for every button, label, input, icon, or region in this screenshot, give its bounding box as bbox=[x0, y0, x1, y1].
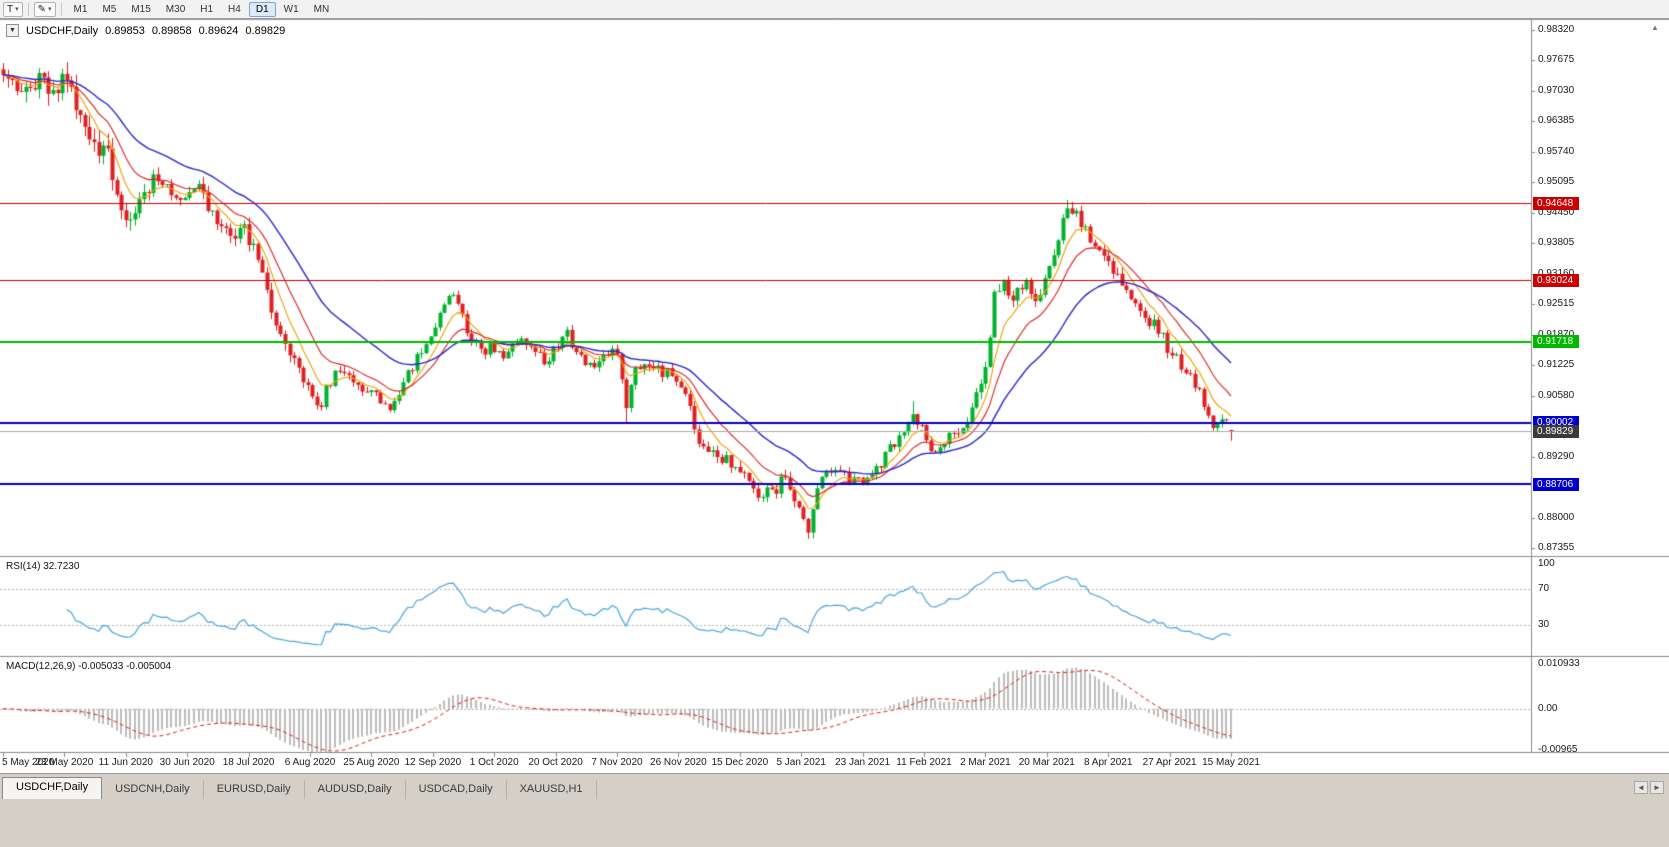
price-axis-label: 0.95740 bbox=[1538, 145, 1575, 157]
tab-scroll-controls: ◄ ► bbox=[1634, 781, 1664, 794]
price-axis-label: 0.91225 bbox=[1538, 359, 1575, 371]
date-label: 20 Mar 2021 bbox=[1018, 757, 1075, 768]
price-axis-label: 0.98320 bbox=[1538, 24, 1575, 35]
rsi-label: RSI(14) 32.7230 bbox=[6, 561, 80, 572]
date-label: 27 Apr 2021 bbox=[1142, 757, 1197, 768]
price-axis-label: 0.96385 bbox=[1538, 115, 1575, 127]
price-axis-label: 0.87355 bbox=[1538, 542, 1575, 553]
chart-tab-eurusd[interactable]: EURUSD,Daily bbox=[204, 780, 305, 799]
timeframe-button-m1[interactable]: M1 bbox=[67, 2, 95, 17]
timeframe-button-mn[interactable]: MN bbox=[307, 2, 337, 17]
symbol-label: USDCHF,Daily bbox=[26, 24, 99, 37]
rsi-indicator-name: RSI(14) bbox=[6, 561, 41, 572]
date-label: 15 May 2021 bbox=[1202, 757, 1260, 768]
date-label: 12 Sep 2020 bbox=[404, 757, 462, 768]
date-label: 23 May 2020 bbox=[35, 757, 94, 768]
date-label: 18 Jul 2020 bbox=[222, 757, 275, 768]
chart-tab-usdcnh[interactable]: USDCNH,Daily bbox=[102, 780, 204, 799]
date-label: 2 Mar 2021 bbox=[960, 757, 1011, 768]
date-label: 11 Jun 2020 bbox=[98, 757, 153, 768]
timeframe-button-d1[interactable]: D1 bbox=[248, 1, 276, 17]
toolbar-separator bbox=[27, 2, 29, 16]
price-axis-label: 0.95095 bbox=[1538, 176, 1575, 188]
price-axis-label: 0.90580 bbox=[1538, 389, 1575, 401]
toolbar-separator bbox=[60, 2, 62, 16]
date-label: 7 Nov 2020 bbox=[591, 757, 643, 768]
toolbar: T ▾ ✎ ▾ M1 M5 M15 M30 H1 H4 D1 W1 MN bbox=[0, 0, 1669, 19]
price-level-badge[interactable]: 0.88706 bbox=[1533, 477, 1579, 491]
rsi-axis-label: 30 bbox=[1538, 619, 1550, 630]
scroll-up-icon[interactable]: ▲ bbox=[1651, 23, 1659, 32]
price-axis-label: 0.88000 bbox=[1538, 511, 1575, 523]
date-label: 1 Oct 2020 bbox=[469, 757, 519, 768]
price-level-badge[interactable]: 0.93024 bbox=[1533, 273, 1579, 287]
rsi-axis-label: 70 bbox=[1538, 583, 1550, 594]
price-axis-label: 0.89290 bbox=[1538, 450, 1575, 462]
price-axis-label: 0.97030 bbox=[1538, 84, 1575, 96]
chevron-down-icon: ▾ bbox=[15, 6, 19, 13]
macd-indicator-name: MACD(12,26,9) bbox=[6, 661, 76, 672]
chart-tab-xauusd[interactable]: XAUUSD,H1 bbox=[507, 780, 597, 799]
timeframe-button-h4[interactable]: H4 bbox=[221, 2, 248, 17]
macd-axis-label: 0.00 bbox=[1538, 702, 1558, 714]
date-label: 5 May 2020 bbox=[2, 757, 55, 768]
timeframe-button-m15[interactable]: M15 bbox=[124, 2, 157, 17]
timeframe-button-m5[interactable]: M5 bbox=[95, 2, 123, 17]
timeframe-group: M1 M5 M15 M30 H1 H4 D1 W1 MN bbox=[67, 1, 337, 17]
chart-tab-usdcad[interactable]: USDCAD,Daily bbox=[406, 780, 507, 799]
date-label: 6 Aug 2020 bbox=[284, 757, 336, 768]
date-label: 20 Oct 2020 bbox=[528, 757, 583, 768]
price-axis-label: 0.94450 bbox=[1538, 206, 1575, 218]
chart-tab-usdchf[interactable]: USDCHF,Daily bbox=[2, 777, 103, 799]
macd-signal-value: -0.005004 bbox=[126, 661, 172, 672]
chart-tab-bar: USDCHF,Daily USDCNH,Daily EURUSD,Daily AUDU… bbox=[0, 773, 1669, 847]
close-value: 0.89829 bbox=[245, 24, 286, 37]
high-value: 0.89858 bbox=[151, 24, 192, 37]
timeframe-button-w1[interactable]: W1 bbox=[277, 2, 306, 17]
tab-scroll-left-button[interactable]: ◄ bbox=[1634, 781, 1648, 794]
chevron-down-icon: ▾ bbox=[48, 6, 52, 13]
timeframe-button-h1[interactable]: H1 bbox=[193, 2, 220, 17]
price-axis-label: 0.92515 bbox=[1538, 298, 1575, 310]
price-axis-label: 0.93160 bbox=[1538, 268, 1574, 280]
macd-axis-label: -0.00965 bbox=[1538, 744, 1578, 755]
draw-tool-button[interactable]: ✎ ▾ bbox=[33, 1, 56, 17]
tab-scroll-right-button[interactable]: ► bbox=[1650, 781, 1664, 794]
macd-label: MACD(12,26,9) -0.005033 -0.005004 bbox=[6, 661, 172, 672]
date-label: 25 Aug 2020 bbox=[343, 757, 400, 768]
current-price-badge: 0.89829 bbox=[1533, 424, 1579, 438]
pen-icon: ✎ bbox=[37, 3, 47, 15]
macd-main-value: -0.005033 bbox=[78, 661, 124, 672]
price-axis-label: 0.93805 bbox=[1538, 237, 1575, 249]
date-label: 23 Jan 2021 bbox=[835, 757, 891, 768]
date-label: 11 Feb 2021 bbox=[896, 757, 952, 768]
chart-tab-audusd[interactable]: AUDUSD,Daily bbox=[305, 780, 406, 799]
collapse-chart-button[interactable]: ▼ bbox=[6, 24, 19, 37]
open-value: 0.89853 bbox=[105, 24, 145, 37]
text-tool-button[interactable]: T ▾ bbox=[3, 1, 23, 17]
date-label: 15 Dec 2020 bbox=[711, 757, 769, 768]
price-axis-label: 0.97675 bbox=[1538, 54, 1575, 66]
text-tool-label: T bbox=[7, 3, 14, 15]
price-axis-label: 0.91870 bbox=[1538, 328, 1575, 340]
price-level-badge[interactable]: 0.94648 bbox=[1533, 196, 1579, 210]
rsi-axis-label: 100 bbox=[1538, 558, 1555, 569]
price-level-badge[interactable]: 0.91718 bbox=[1533, 335, 1579, 349]
chart-header: ▼ USDCHF,Daily 0.89853 0.89858 0.89624 0… bbox=[6, 24, 290, 37]
date-label: 26 Nov 2020 bbox=[650, 757, 707, 768]
rsi-value: 32.7230 bbox=[43, 561, 80, 572]
low-value: 0.89624 bbox=[198, 24, 239, 37]
macd-axis-label: 0.010933 bbox=[1538, 658, 1580, 669]
timeframe-button-m30[interactable]: M30 bbox=[159, 2, 192, 17]
date-label: 30 Jun 2020 bbox=[159, 757, 215, 768]
chart-tabs: USDCHF,Daily USDCNH,Daily EURUSD,Daily AUDU… bbox=[0, 774, 1669, 799]
date-label: 8 Apr 2021 bbox=[1084, 757, 1133, 768]
date-label: 5 Jan 2021 bbox=[776, 757, 826, 768]
